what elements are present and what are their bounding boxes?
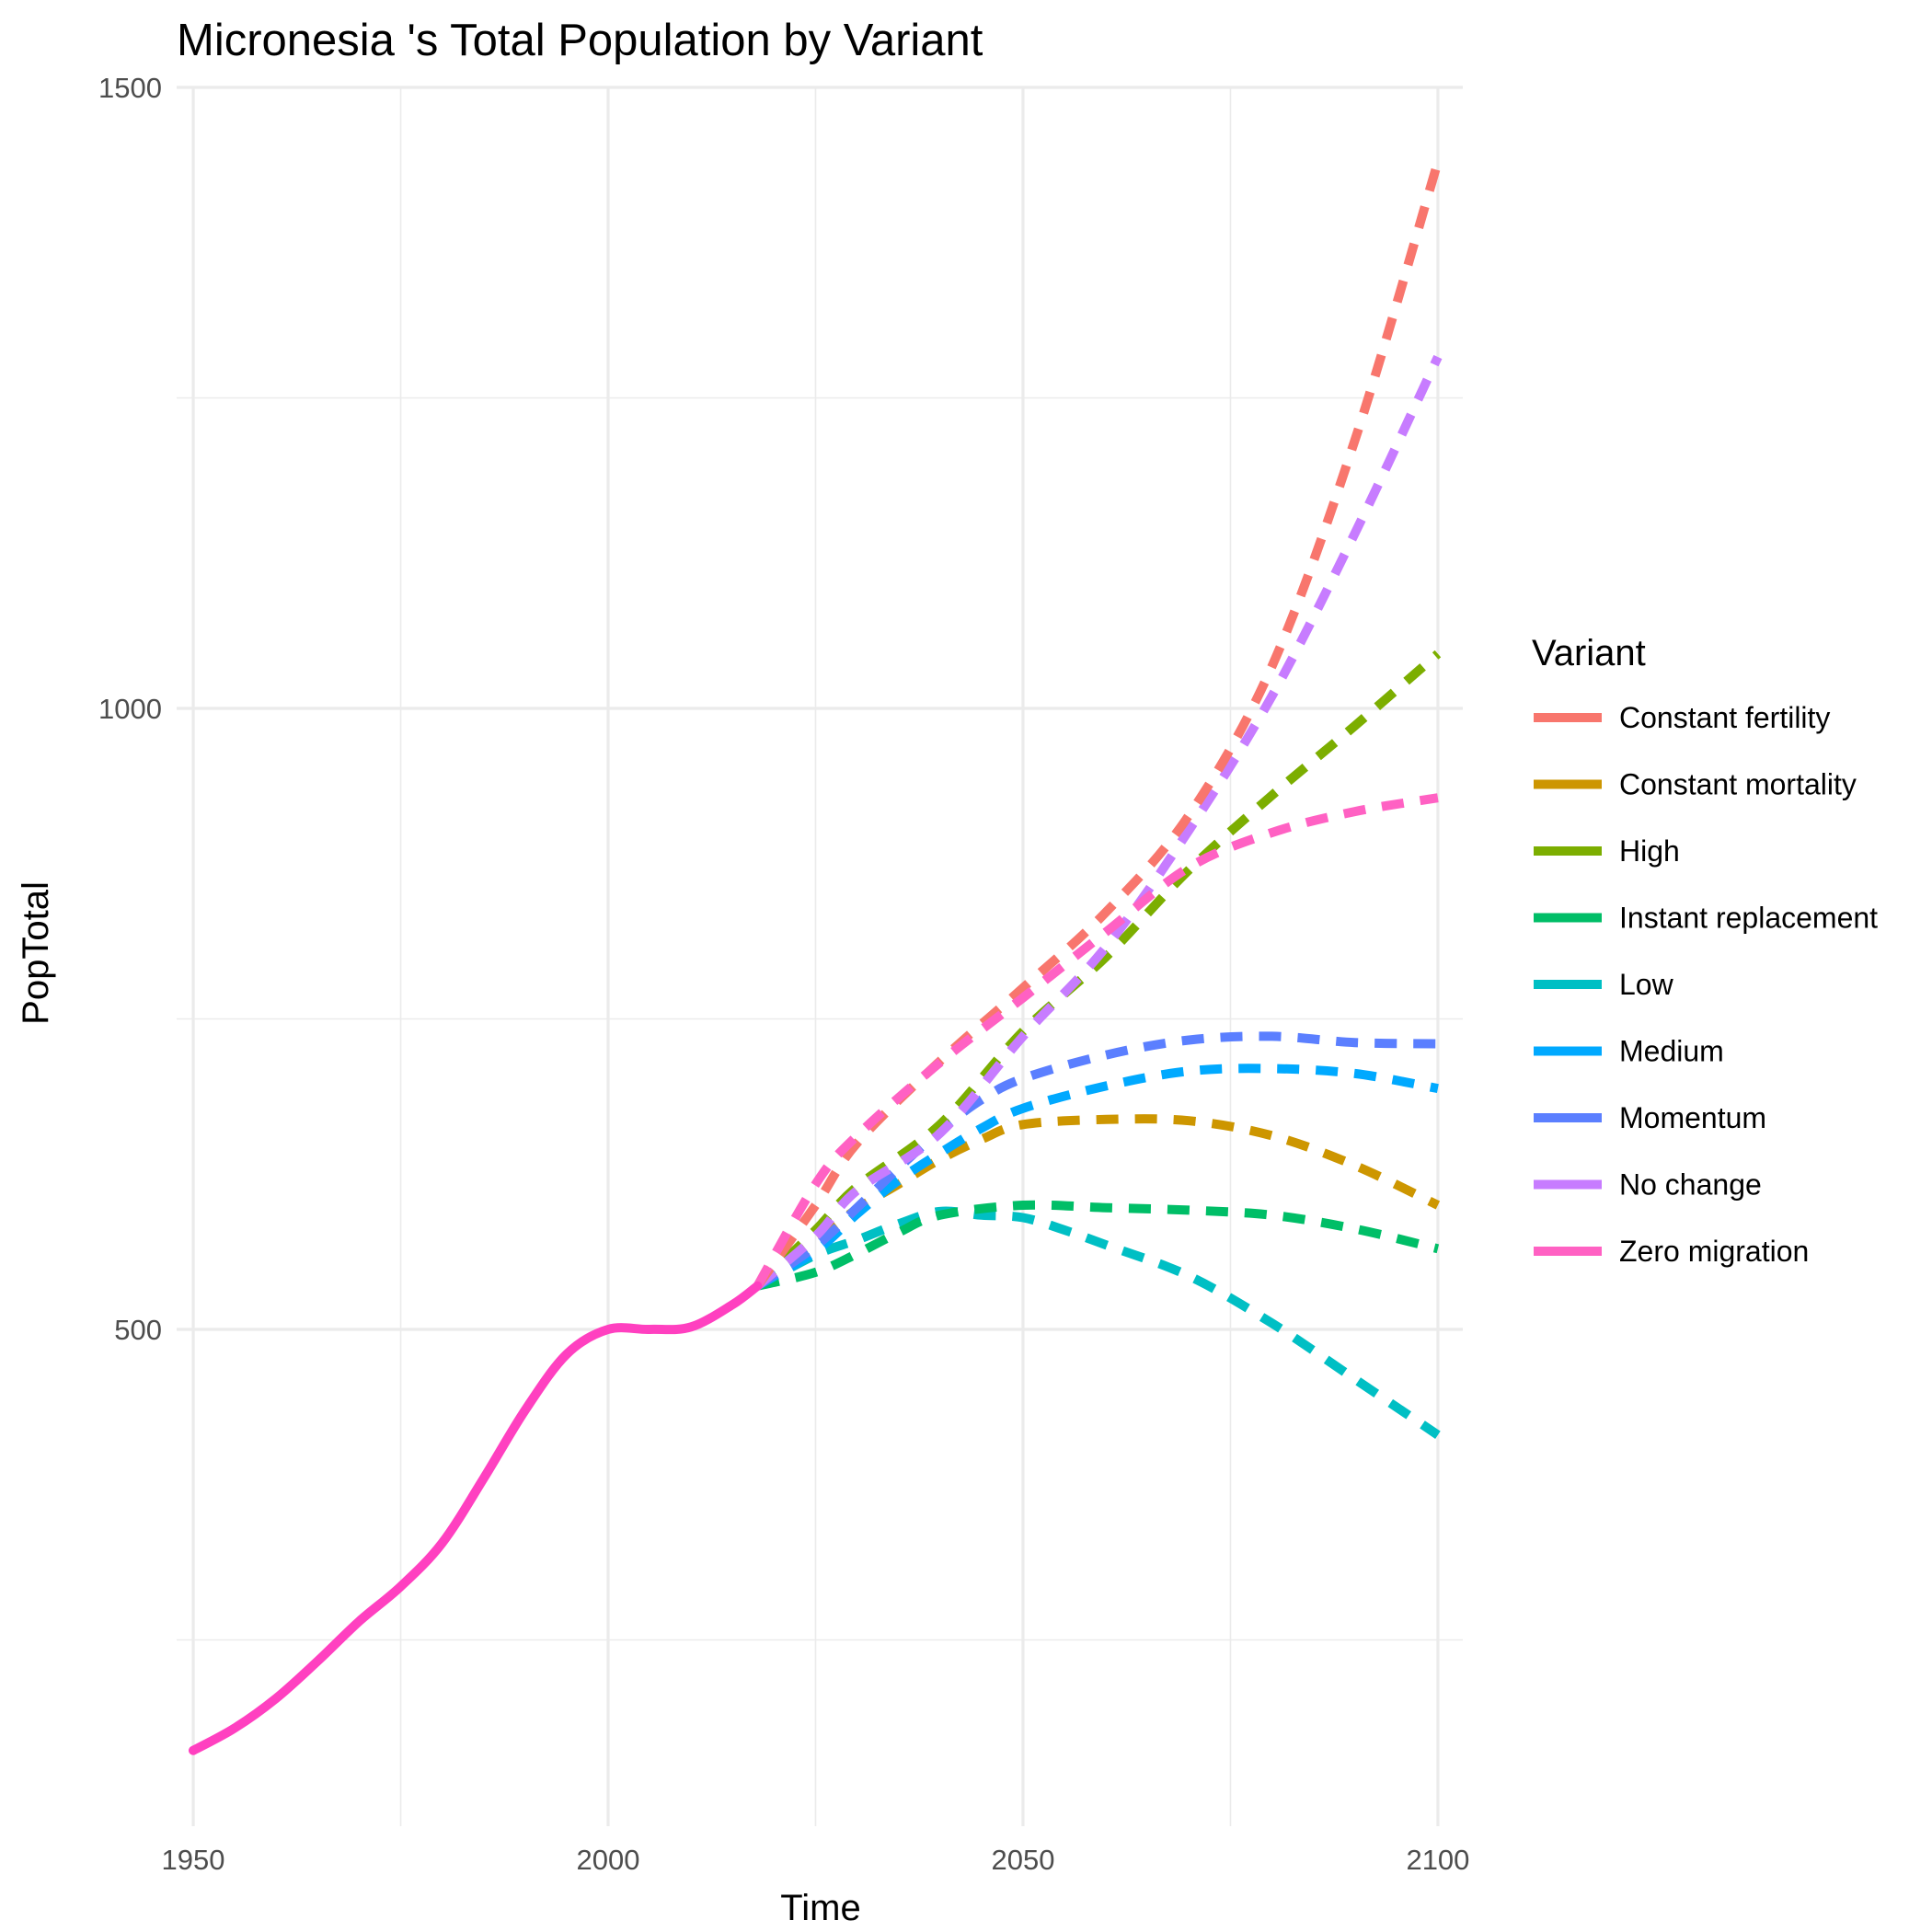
y-tick-label: 1000 (98, 693, 162, 725)
gridlines (177, 86, 1463, 1826)
y-tick-label: 1500 (98, 72, 162, 104)
series-line-constant-fertility (753, 160, 1443, 1289)
legend-label: Instant replacement (1619, 902, 1878, 935)
series-line-instant-replacement (756, 1200, 1440, 1291)
legend-swatch (1534, 1113, 1602, 1122)
series-line-zero-migration (753, 793, 1439, 1289)
legend-swatch (1534, 779, 1602, 789)
legend-swatch (1534, 980, 1602, 989)
legend-label: Momentum (1619, 1101, 1766, 1134)
legend-label: Constant fertility (1619, 701, 1830, 734)
y-axis-ticks: 500 1000 1500 (98, 72, 162, 1346)
legend-label: Medium (1619, 1035, 1724, 1068)
x-tick-label: 1950 (162, 1844, 225, 1876)
series-line-momentum (754, 1031, 1438, 1290)
x-tick-label: 2100 (1406, 1844, 1469, 1876)
legend-swatch (1534, 713, 1602, 722)
legend-label: Low (1619, 968, 1674, 1001)
x-axis-title: Time (780, 1888, 860, 1928)
legend-swatch (1534, 846, 1602, 856)
legend-title: Variant (1532, 633, 1646, 673)
series-line-medium (754, 1064, 1439, 1291)
x-axis-ticks: 1950 2000 2050 2100 (162, 1844, 1470, 1876)
legend-swatch (1534, 1179, 1602, 1190)
x-tick-label: 2050 (991, 1844, 1054, 1876)
series-line-low (755, 1206, 1441, 1439)
legend-label: No change (1619, 1168, 1762, 1202)
legend-label: High (1619, 834, 1680, 868)
history-line (189, 1281, 763, 1755)
legend-swatch (1534, 913, 1602, 923)
legend-label: Constant mortality (1619, 768, 1857, 801)
x-tick-label: 2000 (577, 1844, 640, 1876)
series-line-no-change (754, 354, 1443, 1290)
legend: Variant Constant fertility Constant morta… (1532, 633, 1878, 1268)
legend-label: Zero migration (1619, 1235, 1809, 1268)
y-tick-label: 500 (114, 1314, 162, 1346)
y-axis-title: PopTotal (16, 881, 56, 1025)
series-lines (189, 160, 1443, 1755)
chart-title: Micronesia 's Total Population by Varian… (177, 16, 983, 65)
series-line-high (753, 650, 1442, 1290)
legend-swatch (1534, 1046, 1602, 1056)
legend-swatch (1534, 1247, 1602, 1256)
